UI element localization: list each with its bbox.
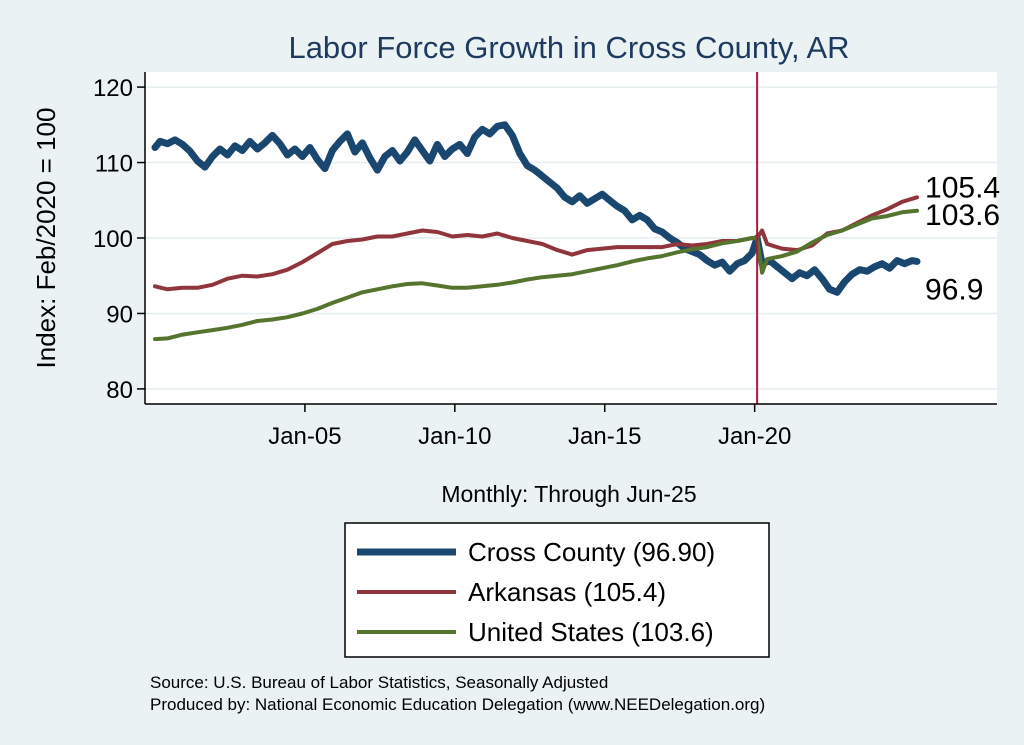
y-tick-label: 90 — [106, 301, 133, 328]
x-tick-label: Jan-05 — [268, 423, 341, 450]
plot-area — [144, 72, 997, 405]
y-axis-title: Index: Feb/2020 = 100 — [31, 108, 61, 369]
series-lines — [151, 121, 921, 342]
x-axis-caption: Monthly: Through Jun-25 — [441, 481, 696, 507]
source-line: Source: U.S. Bureau of Labor Statistics,… — [150, 673, 608, 692]
x-tick-label: Jan-10 — [418, 423, 491, 450]
series-line-0 — [151, 121, 921, 296]
x-tick-label: Jan-15 — [568, 423, 641, 450]
y-tick-label: 110 — [95, 151, 133, 178]
end-label-0: 96.9 — [925, 273, 983, 306]
y-tick-label: 120 — [93, 75, 133, 102]
end-label-2: 103.6 — [925, 199, 1000, 232]
series-line-1 — [153, 195, 919, 292]
legend-label-0: Cross County (96.90) — [468, 537, 715, 567]
gridlines — [145, 86, 997, 390]
chart-title: Labor Force Growth in Cross County, AR — [288, 30, 849, 65]
x-tick-label: Jan-20 — [718, 423, 791, 450]
legend-label-1: Arkansas (105.4) — [468, 577, 666, 607]
legend: Cross County (96.90) Arkansas (105.4) Unit… — [344, 522, 770, 658]
end-label-1: 105.4 — [925, 171, 1000, 204]
producer-line: Produced by: National Economic Education… — [150, 695, 765, 714]
legend-label-2: United States (103.6) — [468, 617, 714, 647]
y-axis-ticks: 80 90 100 110 120 — [93, 75, 145, 404]
y-tick-label: 80 — [106, 377, 133, 404]
series-line-2 — [153, 208, 919, 342]
x-axis-ticks: Jan-05 Jan-10 Jan-15 Jan-20 — [268, 404, 791, 450]
y-tick-label: 100 — [93, 226, 133, 253]
